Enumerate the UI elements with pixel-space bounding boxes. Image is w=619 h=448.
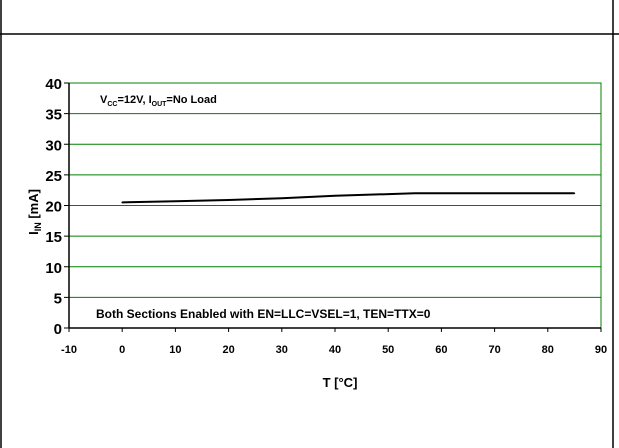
y-tick-label-20: 20 [45,199,62,216]
x-tick-label-0: 0 [119,344,125,356]
y-title-sub: IN [33,222,43,231]
y-axis-title: IIN [mA] [26,189,43,235]
x-tick-label-10: 10 [169,344,181,356]
series-points [121,192,576,204]
x-tick-label-20: 20 [222,344,234,356]
x-tick-label-40: 40 [329,344,341,356]
y-tick-label-5: 5 [54,290,62,307]
cond-part-3: OUT [152,101,168,108]
x-tick-label--10: -10 [61,344,77,356]
y-tick-labels: 0 5 10 15 20 25 30 35 40 [45,76,69,338]
x-tick-label-80: 80 [542,344,554,356]
x-tick-label-30: 30 [276,344,288,356]
data-point-0 [121,201,123,204]
data-point-85 [573,192,576,195]
x-axis-title: T [°C] [323,375,358,390]
y-tick-label-35: 35 [45,107,62,124]
y-tick-label-15: 15 [45,229,62,246]
x-tick-labels: -10 0 10 20 30 40 50 60 70 80 90 [61,328,607,356]
data-point-30 [281,197,283,199]
data-point-20 [227,199,230,201]
cond-part-2: =12V, I [117,94,151,106]
y-tick-label-25: 25 [45,168,62,185]
y-tick-label-0: 0 [54,321,62,338]
x-tick-label-90: 90 [595,344,607,356]
y-tick-label-40: 40 [45,76,62,93]
y-tick-label-30: 30 [45,137,62,154]
x-tick-label-60: 60 [435,344,447,356]
data-point-55 [414,192,416,195]
data-point-40 [334,194,336,197]
conditions-annotation: VCC=12V, IOUT=No Load [100,94,217,108]
cond-part-4: =No Load [166,94,216,106]
data-point-10 [174,200,177,203]
y-tick-label-10: 10 [45,260,62,277]
cond-part-1: CC [107,101,117,108]
mode-annotation: Both Sections Enabled with EN=LLC=VSEL=1… [96,307,431,321]
series-line [122,192,575,204]
data-point-70 [493,192,496,195]
cond-part-0: V [100,94,108,106]
y-title-unit: [mA] [26,189,41,222]
x-tick-label-50: 50 [382,344,394,356]
x-tick-label-70: 70 [488,344,500,356]
grid-lines [69,82,601,298]
y-title-main: I [26,231,41,235]
